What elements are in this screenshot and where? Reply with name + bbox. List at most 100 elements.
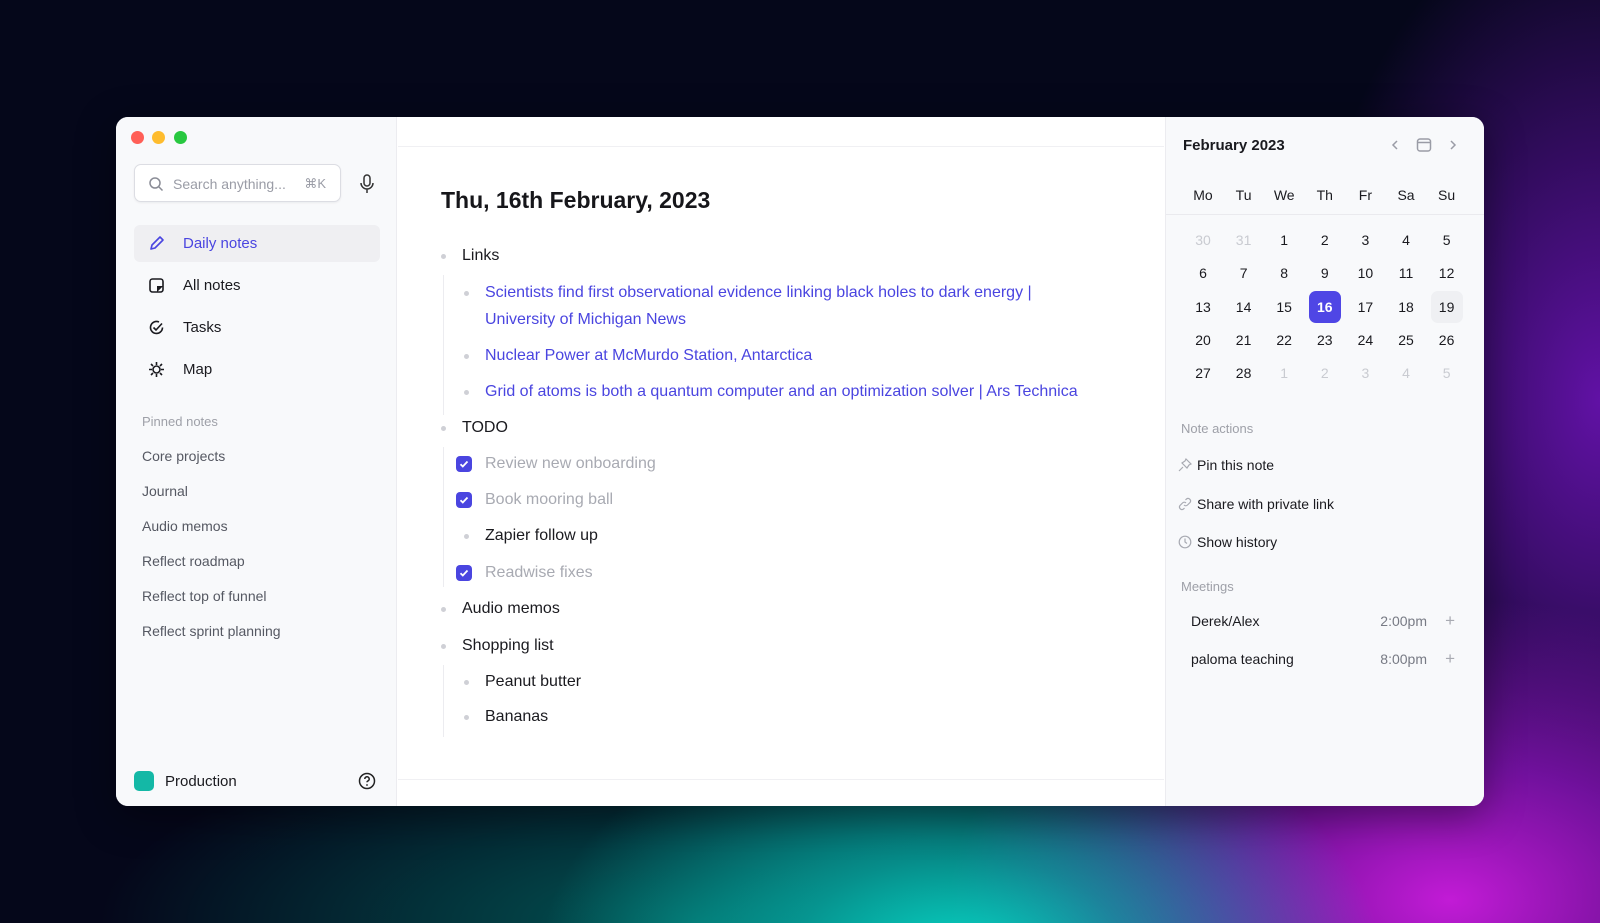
check-icon	[459, 460, 469, 468]
add-meeting-note-button[interactable]: +	[1445, 611, 1455, 630]
calendar-day[interactable]: 30	[1195, 232, 1211, 248]
meeting-item[interactable]: paloma teaching 8:00pm +	[1191, 649, 1461, 668]
check-icon	[459, 569, 469, 577]
calendar-day[interactable]: 6	[1199, 265, 1207, 282]
search-shortcut: ⌘K	[304, 176, 326, 191]
calendar-day[interactable]: 5	[1442, 365, 1451, 382]
calendar-day[interactable]: 25	[1398, 331, 1414, 348]
task-checkbox[interactable]	[456, 492, 472, 508]
list-item[interactable]: Bananas	[485, 708, 549, 725]
calendar-day[interactable]: 16	[1308, 290, 1341, 323]
workspace-switcher[interactable]: Production	[134, 771, 334, 793]
bullet	[464, 534, 469, 539]
note-editor[interactable]: Thu, 16th February, 2023 Links Scientist…	[398, 117, 1164, 806]
calendar-day[interactable]: 19	[1430, 290, 1463, 323]
sidebar-item-daily-notes[interactable]: Daily notes	[134, 225, 380, 262]
weekday-header: Mo	[1193, 187, 1213, 203]
bullet	[441, 426, 446, 431]
calendar-day[interactable]: 17	[1357, 298, 1374, 315]
weekday-header: Th	[1316, 187, 1333, 203]
sidebar-item-label: Tasks	[183, 319, 222, 336]
calendar-day[interactable]: 8	[1280, 265, 1289, 282]
task-checkbox[interactable]	[456, 565, 472, 581]
minimize-button[interactable]	[152, 131, 165, 144]
meeting-item[interactable]: Derek/Alex 2:00pm +	[1191, 611, 1461, 630]
microphone-icon[interactable]	[359, 174, 375, 194]
list-item[interactable]: Shopping list	[462, 637, 554, 654]
calendar-day[interactable]: 3	[1361, 232, 1370, 248]
check-icon	[459, 496, 469, 504]
calendar-day[interactable]: 15	[1276, 298, 1292, 315]
link-item[interactable]: Nuclear Power at McMurdo Station, Antarc…	[485, 347, 813, 364]
pin-icon	[1178, 458, 1192, 472]
task-item[interactable]: Book mooring ball	[485, 491, 614, 508]
sidebar-item-label: All notes	[183, 277, 241, 294]
calendar-day[interactable]: 31	[1235, 232, 1252, 248]
calendar-day[interactable]: 13	[1195, 298, 1211, 315]
calendar-day[interactable]: 14	[1235, 298, 1252, 315]
calendar-day[interactable]: 10	[1357, 265, 1374, 282]
calendar-day[interactable]: 11	[1398, 265, 1414, 282]
calendar-title: February 2023	[1183, 137, 1285, 154]
calendar-day[interactable]: 1	[1280, 365, 1289, 382]
sidebar-item-tasks[interactable]: Tasks	[134, 309, 380, 346]
help-icon[interactable]	[358, 772, 376, 790]
calendar-day[interactable]: 9	[1320, 265, 1329, 282]
calendar-day[interactable]: 26	[1438, 331, 1455, 348]
search-input[interactable]: Search anything... ⌘K	[134, 164, 341, 202]
calendar-day[interactable]: 23	[1317, 331, 1333, 348]
calendar-day[interactable]: 18	[1398, 298, 1414, 315]
calendar-day[interactable]: 12	[1438, 265, 1455, 282]
calendar-day[interactable]: 4	[1402, 232, 1410, 248]
calendar-day[interactable]: 5	[1442, 232, 1451, 248]
chevron-right-icon[interactable]	[1448, 139, 1458, 151]
pinned-note[interactable]: Reflect top of funnel	[142, 588, 267, 604]
calendar-day[interactable]: 3	[1361, 365, 1370, 382]
maximize-button[interactable]	[174, 131, 187, 144]
task-item[interactable]: Zapier follow up	[485, 527, 598, 544]
list-item[interactable]: Peanut butter	[485, 673, 582, 690]
link-item[interactable]: Grid of atoms is both a quantum computer…	[485, 383, 1078, 400]
pinned-note[interactable]: Reflect roadmap	[142, 553, 245, 569]
bullet	[464, 354, 469, 359]
list-item[interactable]: TODO	[462, 419, 508, 436]
calendar-day[interactable]: 22	[1276, 331, 1292, 348]
calendar-day[interactable]: 20	[1195, 331, 1211, 348]
pinned-note[interactable]: Audio memos	[142, 518, 228, 534]
pinned-note[interactable]: Reflect sprint planning	[142, 623, 281, 639]
pinned-notes-header: Pinned notes	[142, 414, 218, 429]
sidebar-item-all-notes[interactable]: All notes	[134, 267, 380, 304]
calendar-day[interactable]: 27	[1195, 365, 1211, 382]
calendar-day[interactable]: 28	[1235, 365, 1252, 382]
bullet	[441, 644, 446, 649]
add-meeting-note-button[interactable]: +	[1445, 649, 1455, 668]
sidebar: Search anything... ⌘K Daily notes All no…	[116, 117, 397, 806]
bullet	[464, 291, 469, 296]
pinned-note[interactable]: Journal	[142, 483, 188, 499]
calendar-day[interactable]: 2	[1320, 365, 1329, 382]
divider	[1166, 214, 1484, 215]
pinned-note[interactable]: Core projects	[142, 448, 226, 464]
workspace-color-swatch	[134, 771, 154, 791]
calendar-day[interactable]: 24	[1357, 331, 1374, 348]
sidebar-item-map[interactable]: Map	[134, 351, 380, 388]
clock-icon	[1178, 535, 1192, 549]
calendar-day[interactable]: 21	[1235, 331, 1252, 348]
link-item[interactable]: University of Michigan News	[485, 311, 686, 328]
link-item[interactable]: Scientists find first observational evid…	[485, 284, 1032, 301]
meeting-time: 2:00pm	[1380, 613, 1427, 629]
list-item[interactable]: Links	[462, 247, 500, 264]
calendar-day[interactable]: 7	[1239, 265, 1248, 282]
app-window: Search anything... ⌘K Daily notes All no…	[116, 117, 1484, 806]
list-item[interactable]: Audio memos	[462, 600, 560, 617]
task-checkbox[interactable]	[456, 456, 472, 472]
calendar-day[interactable]: 2	[1320, 232, 1329, 248]
task-item[interactable]: Review new onboarding	[485, 455, 656, 472]
task-item[interactable]: Readwise fixes	[485, 564, 593, 581]
bullet	[441, 254, 446, 259]
calendar-day[interactable]: 4	[1402, 365, 1410, 382]
calendar-icon[interactable]	[1416, 137, 1432, 153]
chevron-left-icon[interactable]	[1390, 139, 1400, 151]
close-button[interactable]	[131, 131, 144, 144]
calendar-day[interactable]: 1	[1280, 232, 1289, 248]
